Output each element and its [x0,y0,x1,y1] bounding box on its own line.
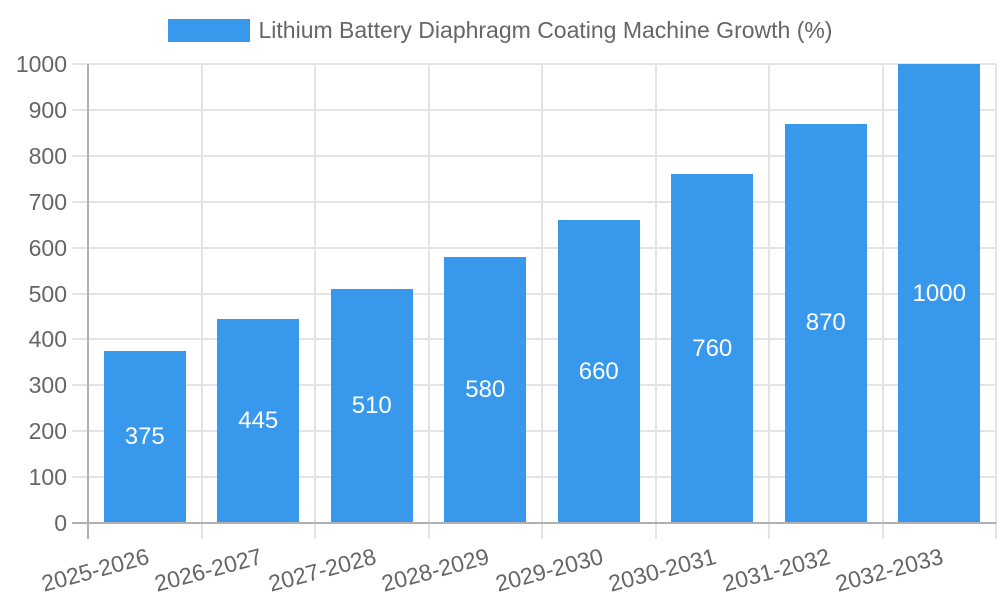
x-gridline [995,64,997,539]
x-gridline [654,64,657,539]
legend-label: Lithium Battery Diaphragm Coating Machin… [258,17,833,43]
x-gridline [200,64,203,539]
bar-2027-2028[interactable]: 510 [330,288,413,523]
y-axis-tick-label: 300 [28,372,67,399]
y-axis-tick-label: 1000 [15,51,67,77]
bar-2026-2027[interactable]: 445 [217,318,300,523]
bar-value-label: 375 [124,422,165,450]
bar-2031-2032[interactable]: 870 [784,123,867,523]
y-axis-tick-label: 500 [28,280,67,307]
bar-2028-2029[interactable]: 580 [444,256,527,523]
y-gridline [72,430,996,433]
y-gridline [72,384,996,387]
x-gridline [427,64,430,539]
x-gridline [881,64,884,539]
y-gridline [72,338,996,341]
y-gridline [72,292,996,295]
bar-value-label: 870 [805,309,846,337]
y-axis-tick-label: 900 [28,96,67,123]
y-axis-tick-label: 800 [28,142,67,169]
y-axis-tick-label: 0 [54,510,67,536]
x-gridline [541,64,543,539]
y-axis-tick-label: 600 [28,234,67,261]
y-gridline [72,200,996,203]
bar-2030-2031[interactable]: 760 [671,174,754,523]
y-axis-tick-label: 200 [28,418,67,445]
y-gridline [72,246,996,249]
y-axis-tick-label: 700 [28,188,67,215]
x-gridline [768,64,770,539]
y-axis-line [87,64,89,539]
legend-swatch [167,19,250,42]
bar-value-label: 1000 [912,279,966,307]
x-gridline [314,64,316,539]
y-axis-tick-label: 400 [28,326,67,353]
y-gridline [72,476,996,479]
bar-2025-2026[interactable]: 375 [103,350,186,523]
y-axis-tick-label: 100 [28,464,67,491]
bar-value-label: 760 [692,334,733,362]
bar-value-label: 510 [351,391,392,419]
bar-value-label: 445 [238,406,279,434]
bar-2029-2030[interactable]: 660 [557,220,640,523]
y-gridline [72,154,996,157]
y-gridline [72,108,996,111]
y-gridline [72,63,996,65]
legend-item[interactable]: Lithium Battery Diaphragm Coating Machin… [0,17,1000,44]
bar-value-label: 580 [465,375,506,403]
x-axis-baseline [72,522,996,524]
bar-2032-2033[interactable]: 1000 [898,64,981,523]
bar-value-label: 660 [578,357,619,385]
